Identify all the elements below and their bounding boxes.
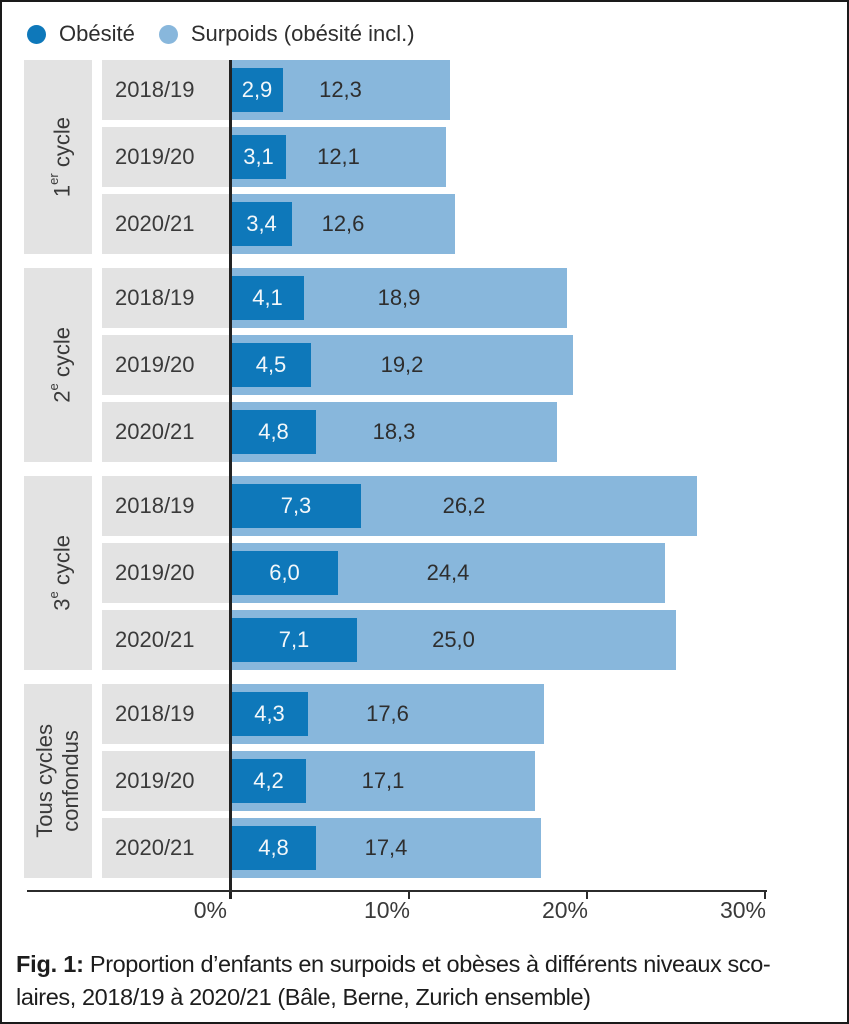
- value-label-surpoids: 12,6: [321, 211, 365, 236]
- value-label-surpoids: 18,3: [372, 419, 416, 444]
- x-axis: [27, 890, 767, 892]
- caption-text-line1: Proportion d’enfants en surpoids et obès…: [83, 951, 771, 977]
- value-label-surpoids: 26,2: [442, 493, 486, 518]
- x-tick: [408, 890, 410, 899]
- group-label: 1er cycle: [45, 116, 75, 198]
- group-label: 3e cycle: [45, 535, 75, 611]
- value-label-surpoids: 19,2: [380, 352, 424, 377]
- group-label-box: 1er cycle: [24, 60, 92, 254]
- bar-obesite: 3,1: [231, 135, 286, 179]
- value-label-surpoids: 17,1: [361, 768, 405, 793]
- x-tick-label: 30%: [719, 897, 766, 923]
- bar-obesite: 4,1: [231, 276, 304, 320]
- year-label: 2020/21: [102, 194, 229, 254]
- value-label-surpoids: 12,3: [319, 77, 362, 102]
- caption-prefix: Fig. 1:: [16, 951, 84, 977]
- group-label: Tous cycles confondus: [32, 724, 83, 838]
- legend-item-surpoids: Surpoids (obésité incl.): [158, 21, 415, 47]
- value-label-surpoids: 12,1: [317, 144, 360, 169]
- year-label: 2019/20: [102, 751, 229, 811]
- year-label: 2019/20: [102, 543, 229, 603]
- value-label-surpoids: 18,9: [377, 285, 421, 310]
- value-label-surpoids: 17,4: [364, 835, 408, 860]
- caption-text-line2: laires, 2018/19 à 2020/21 (Bâle, Berne, …: [16, 984, 591, 1010]
- year-label: 2018/19: [102, 476, 229, 536]
- year-label: 2019/20: [102, 335, 229, 395]
- year-label: 2020/21: [102, 818, 229, 878]
- year-label: 2018/19: [102, 684, 229, 744]
- bar-obesite: 7,3: [231, 484, 361, 528]
- year-label: 2018/19: [102, 60, 229, 120]
- bar-obesite: 7,1: [231, 618, 357, 662]
- value-label-surpoids: 24,4: [426, 560, 470, 585]
- year-label: 2018/19: [102, 268, 229, 328]
- legend-dot-surpoids-icon: [158, 24, 178, 44]
- legend-item-obesite: Obésité: [27, 21, 135, 47]
- legend-label-surpoids: Surpoids (obésité incl.): [190, 21, 415, 46]
- bar-obesite: 2,9: [231, 68, 283, 112]
- figure-caption: Fig. 1: Proportion d’enfants en surpoids…: [16, 948, 834, 1014]
- x-tick-label: 20%: [541, 897, 588, 923]
- bar-obesite: 6,0: [231, 551, 338, 595]
- bar-obesite: 4,3: [231, 692, 308, 736]
- bar-obesite: 4,8: [231, 826, 316, 870]
- year-label: 2020/21: [102, 402, 229, 462]
- group-label: 2e cycle: [45, 327, 75, 403]
- x-tick: [586, 890, 588, 899]
- group-label-box: Tous cycles confondus: [24, 684, 92, 878]
- legend-dot-obesite-icon: [27, 24, 46, 44]
- bar-obesite: 4,5: [231, 343, 311, 387]
- value-label-surpoids: 25,0: [432, 627, 475, 652]
- group-label-box: 3e cycle: [24, 476, 92, 670]
- group-label-box: 2e cycle: [24, 268, 92, 462]
- zero-gridline: [229, 60, 232, 899]
- year-label: 2019/20: [102, 127, 229, 187]
- year-label: 2020/21: [102, 610, 229, 670]
- legend-label-obesite: Obésité: [59, 21, 135, 46]
- bar-obesite: 4,8: [231, 410, 316, 454]
- value-label-surpoids: 17,6: [366, 701, 409, 726]
- bar-obesite: 4,2: [231, 759, 306, 803]
- bar-obesite: 3,4: [231, 202, 292, 246]
- x-tick-label: 10%: [363, 897, 410, 923]
- x-tick-label: 0%: [193, 897, 227, 923]
- legend: Obésité Surpoids (obésité incl.): [27, 21, 415, 47]
- x-tick: [764, 890, 766, 899]
